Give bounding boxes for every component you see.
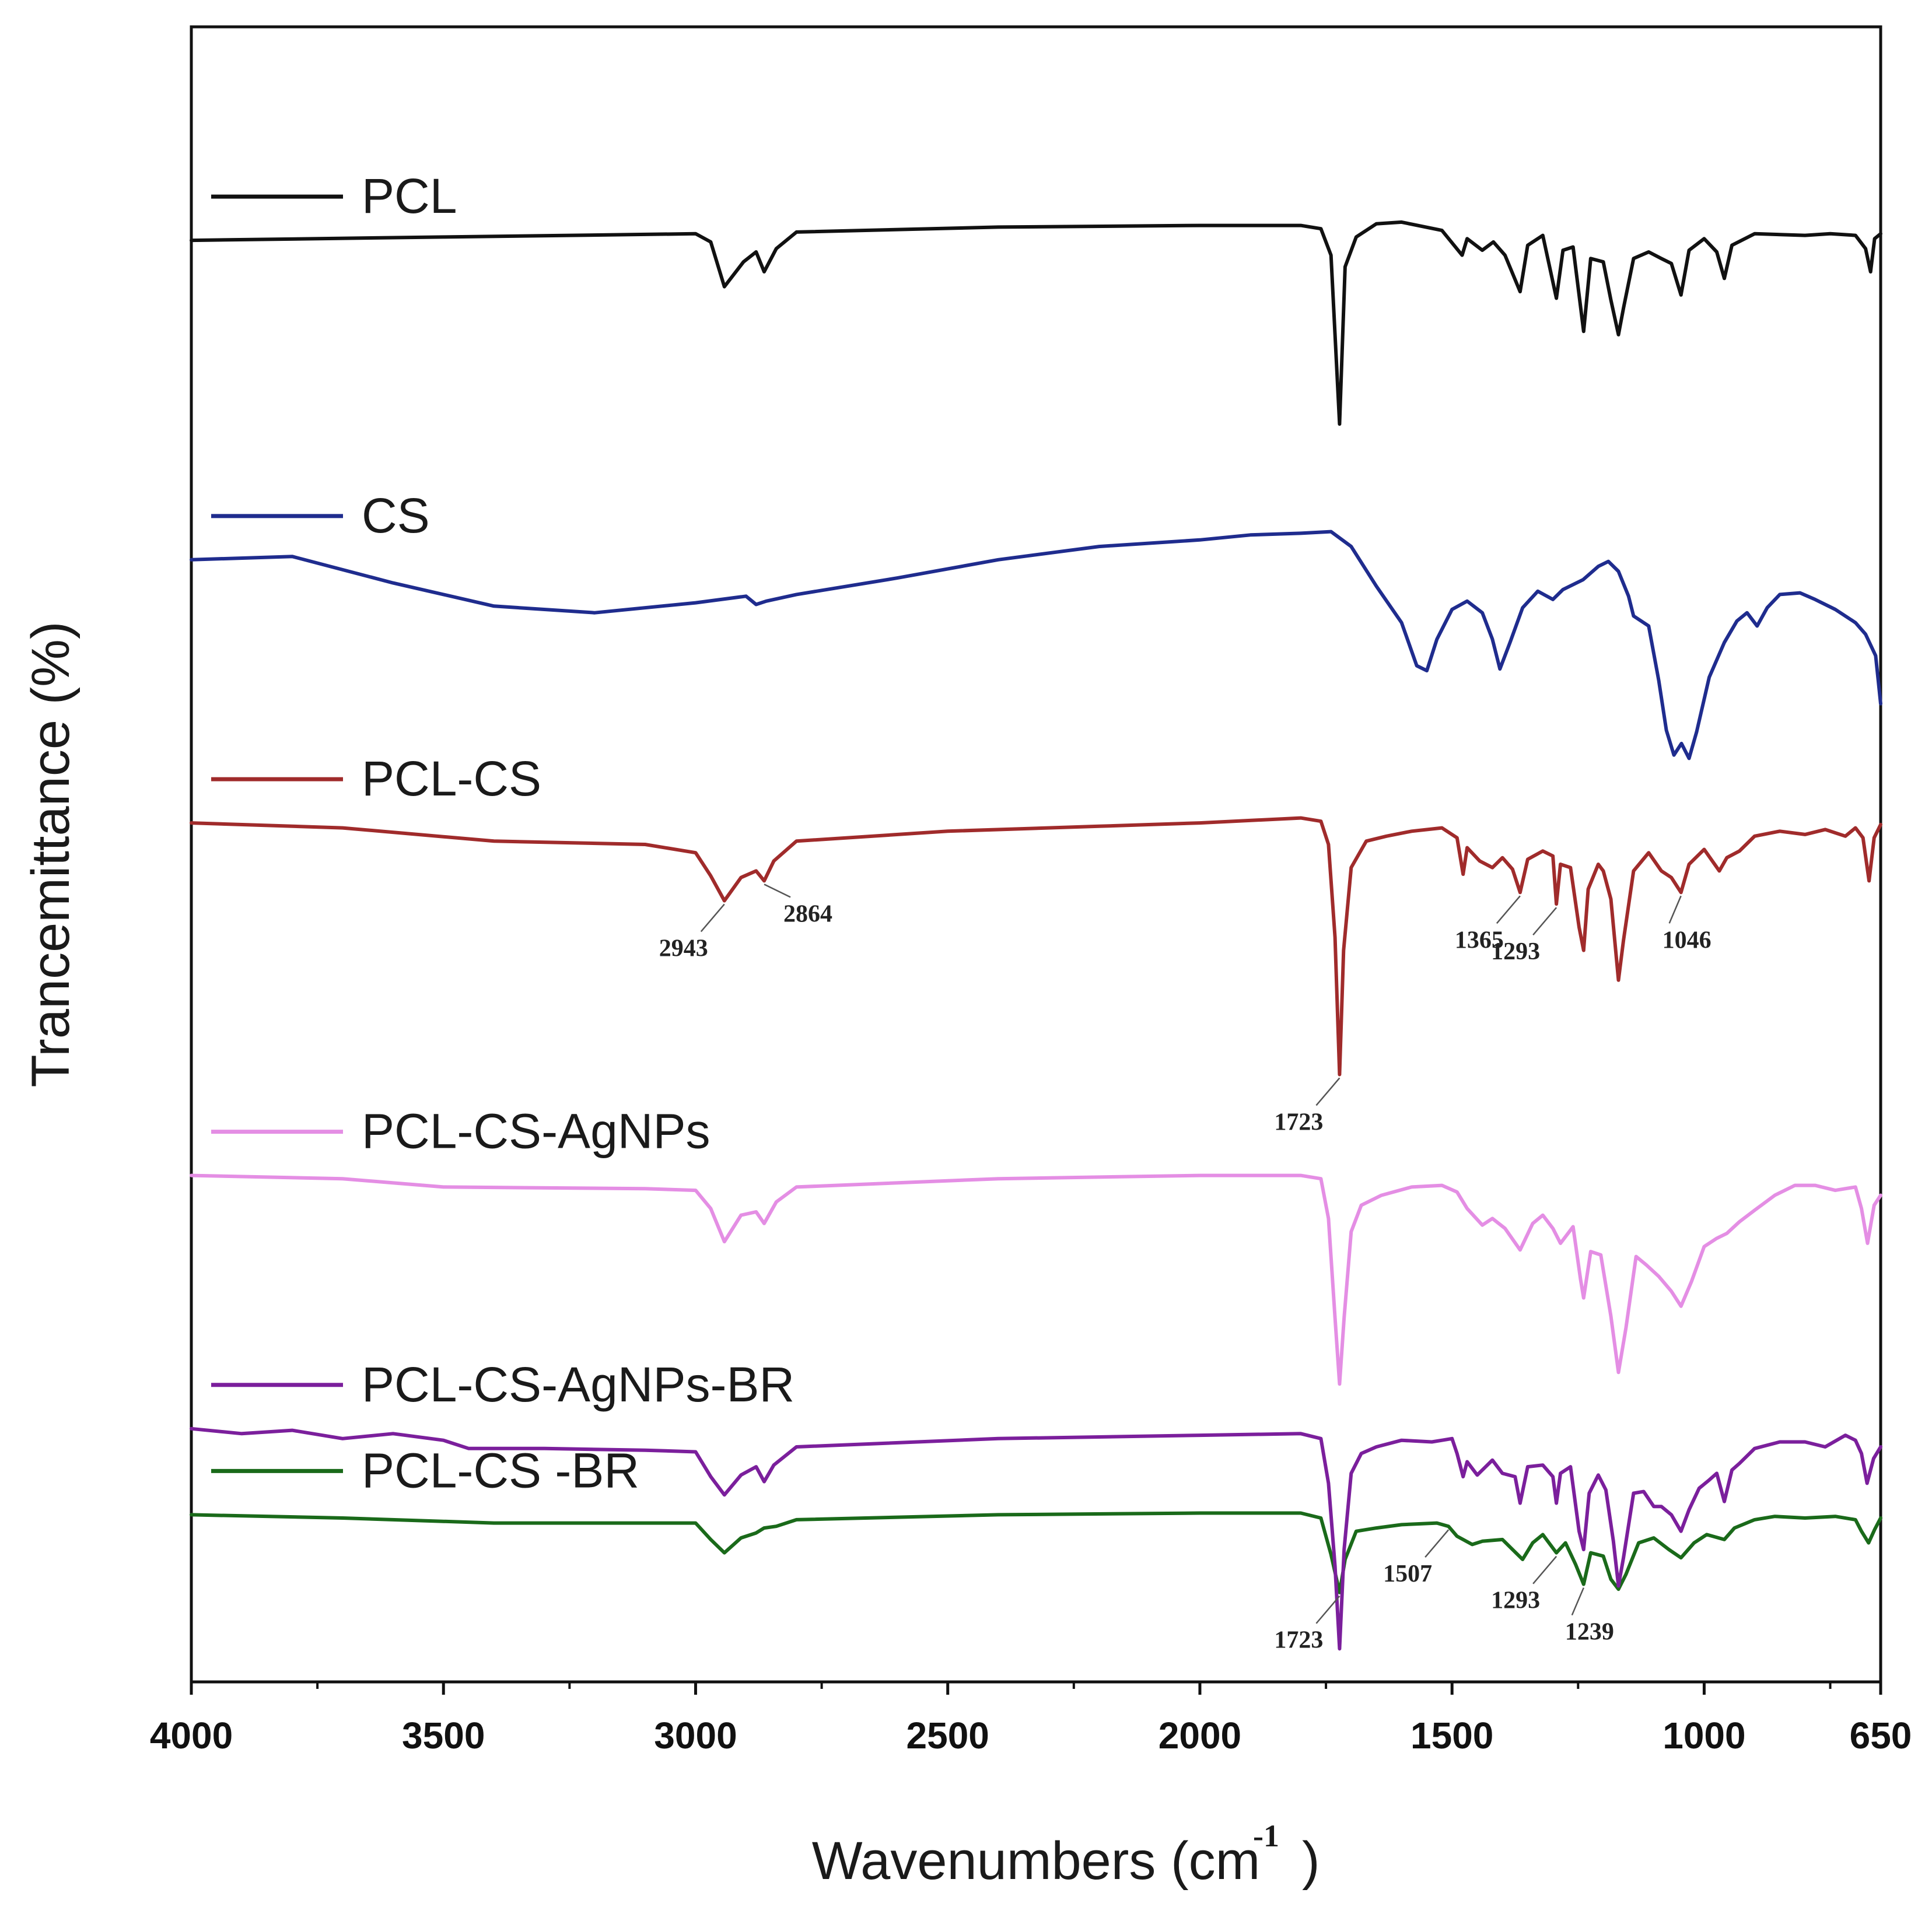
annotation-label-5: 1723 [1274, 1109, 1323, 1135]
annotation-label-3: 1293 [1491, 938, 1540, 965]
x-tick-label: 1500 [1410, 1715, 1493, 1757]
x-axis-title-superscript: -1 [1253, 1818, 1279, 1853]
x-tick-label: 2000 [1158, 1715, 1241, 1757]
annotation-label-6: 1507 [1383, 1561, 1432, 1587]
legend-label-5: PCL-CS-AgNPs-BR [362, 1357, 794, 1412]
series-line-5 [190, 1426, 1882, 1651]
annotation-label-1: 2864 [783, 900, 832, 927]
legend-label-1: CS [362, 488, 430, 543]
annotation-label-9: 1723 [1274, 1627, 1323, 1654]
annotation-leader-1 [764, 884, 791, 898]
x-axis-title-main: Wavenumbers (cm [812, 1831, 1261, 1891]
x-tick-label: 4000 [150, 1715, 233, 1757]
annotation-leader-5 [1315, 1077, 1340, 1106]
annotation-leader-9 [1315, 1595, 1340, 1624]
series-line-4 [190, 1511, 1882, 1594]
legend-label-4: PCL-CS -BR [362, 1443, 639, 1498]
series-line-2 [190, 816, 1882, 1077]
series-line-1 [190, 530, 1882, 760]
annotation-leader-4 [1668, 895, 1682, 924]
x-axis-title-close: ) [1302, 1831, 1320, 1891]
x-tick-label: 3500 [402, 1715, 485, 1757]
series-layer [190, 220, 1882, 1651]
plot-frame [190, 25, 1882, 1684]
legend: PCL CS PCL-CS PCL-CS-AgNPs PCL-CS -BR PCL-CS-… [211, 169, 794, 1498]
legend-label-3: PCL-CS-AgNPs [362, 1104, 710, 1159]
x-axis-title: Wavenumbers (cm [812, 1831, 1261, 1891]
series-line-0 [190, 220, 1882, 426]
annotation-label-2: 1365 [1455, 927, 1504, 954]
annotation-leader-2 [1496, 895, 1521, 924]
x-tick-label: 1000 [1662, 1715, 1745, 1757]
annotation-leader-3 [1532, 907, 1558, 935]
legend-label-0: PCL [362, 169, 457, 223]
x-tick-label: 2500 [907, 1715, 989, 1757]
legend-label-2: PCL-CS [362, 751, 541, 806]
annotation-label-0: 2943 [659, 935, 708, 962]
annotation-leader-7 [1532, 1555, 1558, 1585]
annotation-label-8: 1239 [1565, 1619, 1614, 1646]
y-axis-title: Trancemittance (%) [21, 621, 80, 1087]
annotation-leader-8 [1571, 1587, 1584, 1616]
annotation-leader-0 [700, 903, 725, 933]
x-axis-ticks: 4000 3500 3000 2500 2000 1500 1000 650 [150, 1682, 1912, 1757]
series-line-3 [190, 1173, 1882, 1386]
x-tick-label: 650 [1850, 1715, 1912, 1757]
x-tick-label: 3000 [654, 1715, 737, 1757]
annotation-leader-6 [1424, 1529, 1450, 1558]
annotation-label-7: 1293 [1491, 1587, 1540, 1614]
annotation-label-4: 1046 [1662, 927, 1712, 954]
